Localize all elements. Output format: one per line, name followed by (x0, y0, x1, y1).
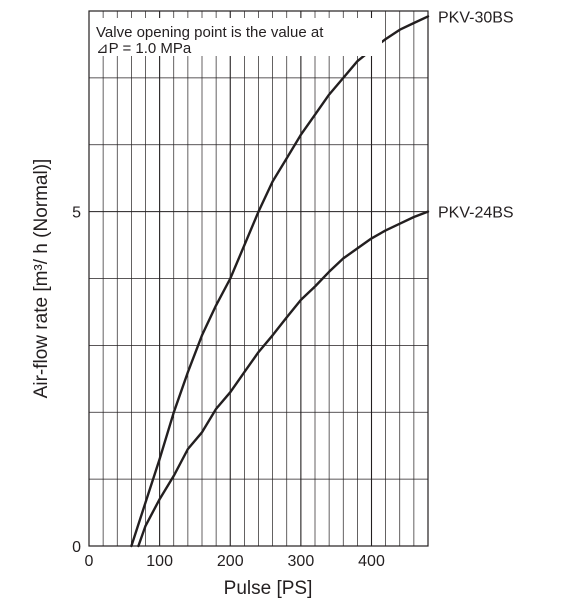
annotation-line-1: Valve opening point is the value at (96, 24, 324, 41)
x-axis-label: Pulse [PS] (224, 578, 313, 599)
x-tick-labels: 0 100 200 300 400 (85, 553, 385, 570)
series-label: PKV-24BS (438, 205, 514, 222)
y-tick-labels: 05 (72, 205, 81, 556)
x-tick-label: 300 (288, 553, 315, 570)
series-label: PKV-30BS (438, 9, 514, 26)
x-tick-label: 400 (358, 553, 385, 570)
y-tick-label: 5 (72, 205, 81, 222)
annotation-background (92, 18, 382, 56)
x-tick-label: 200 (217, 553, 244, 570)
plot-frame (88, 10, 429, 547)
y-tick-label: 0 (72, 539, 81, 556)
series-labels: PKV-30BS PKV-24BS (438, 9, 514, 221)
grid (89, 11, 428, 546)
y-axis-label: Air-flow rate [m³/ h (Normal)] (31, 159, 52, 399)
x-tick-label: 100 (146, 553, 173, 570)
x-tick-label: 0 (85, 553, 94, 570)
series-line-pkv-24bs (137, 210, 430, 548)
annotation-line-2: ⊿P = 1.0 MPa (96, 40, 192, 57)
series-lines (130, 15, 430, 548)
series-line-pkv-30bs (130, 15, 430, 548)
